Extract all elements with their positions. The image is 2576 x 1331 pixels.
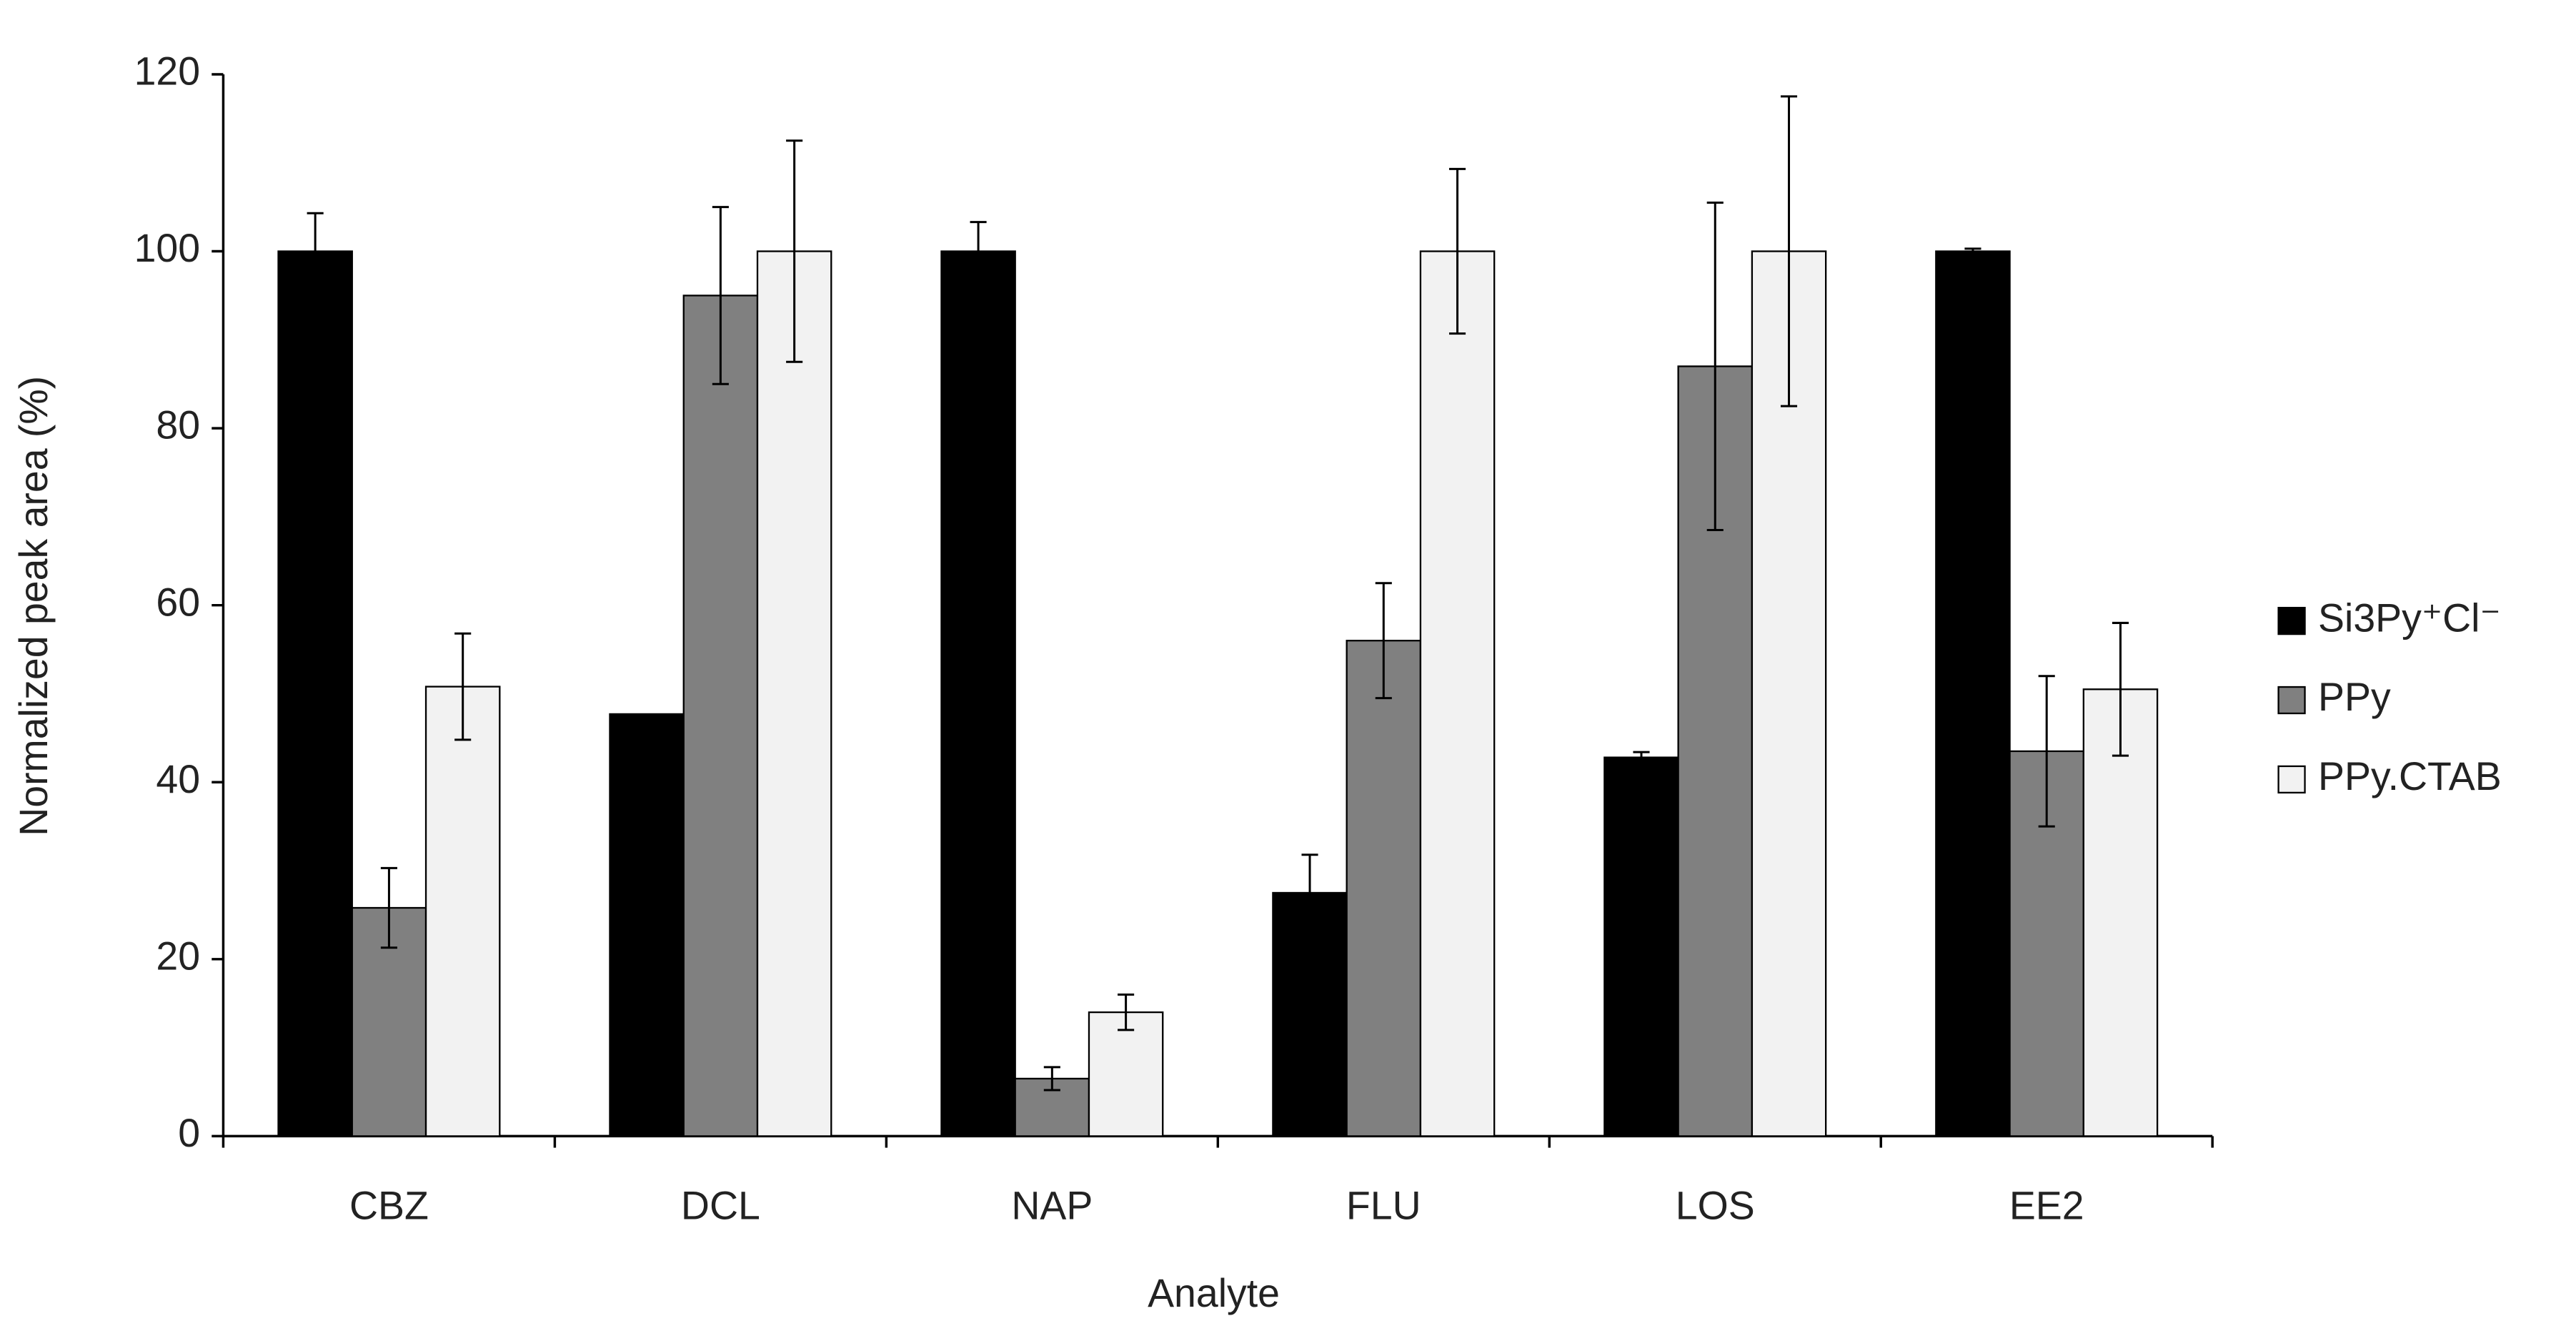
error-bar	[1301, 853, 1318, 932]
legend-label: Si3Py⁺Cl⁻	[2318, 595, 2501, 640]
error-bar	[970, 221, 987, 282]
error-bar	[2112, 621, 2129, 757]
bar	[1419, 250, 1496, 1137]
error-bar	[307, 212, 324, 291]
error-bar	[712, 206, 729, 385]
error-bar	[1780, 95, 1798, 407]
bar	[1346, 640, 1422, 1137]
error-bar	[1633, 751, 1650, 764]
y-tick-label: 120	[134, 49, 201, 94]
error-bar	[1964, 247, 1981, 255]
error-bar	[1449, 167, 1466, 335]
error-bar	[1375, 582, 1392, 700]
y-tick-label: 0	[178, 1111, 200, 1155]
bar	[2082, 688, 2159, 1137]
error-bar	[1118, 993, 1135, 1031]
x-tick-label: FLU	[1346, 1184, 1421, 1228]
x-tick-label: LOS	[1676, 1184, 1755, 1228]
bar	[1088, 1011, 1164, 1137]
bar	[756, 250, 832, 1137]
y-tick-label: 100	[134, 226, 201, 270]
x-tick-label: CBZ	[349, 1184, 429, 1228]
y-tick-label: 80	[156, 403, 200, 447]
error-bar	[786, 139, 803, 363]
bar	[609, 713, 685, 1137]
bar	[1935, 250, 2011, 1137]
bar	[682, 295, 759, 1137]
error-bar	[2038, 675, 2055, 828]
bar	[1603, 756, 1679, 1137]
bar	[940, 250, 1016, 1137]
bar	[424, 686, 501, 1137]
x-axis-title: Analyte	[1148, 1271, 1280, 1315]
legend-swatch	[2277, 606, 2306, 635]
legend-label: PPy.CTAB	[2318, 754, 2502, 798]
legend-label: PPy	[2318, 675, 2391, 719]
y-axis-title: Normalized peak area (%)	[11, 376, 56, 836]
bar	[277, 250, 353, 1137]
legend-swatch	[2277, 686, 2306, 715]
error-bar	[1706, 201, 1724, 531]
x-tick-label: NAP	[1011, 1184, 1093, 1228]
y-tick-label: 60	[156, 580, 200, 624]
bar	[1272, 891, 1348, 1137]
legend-swatch	[2277, 765, 2306, 794]
x-tick-label: EE2	[2009, 1184, 2084, 1228]
y-tick-label: 40	[156, 757, 200, 801]
x-tick-label: DCL	[681, 1184, 760, 1228]
error-bar	[454, 632, 472, 741]
error-bar	[1043, 1066, 1060, 1092]
error-bar	[380, 866, 397, 949]
y-tick-label: 20	[156, 934, 200, 978]
